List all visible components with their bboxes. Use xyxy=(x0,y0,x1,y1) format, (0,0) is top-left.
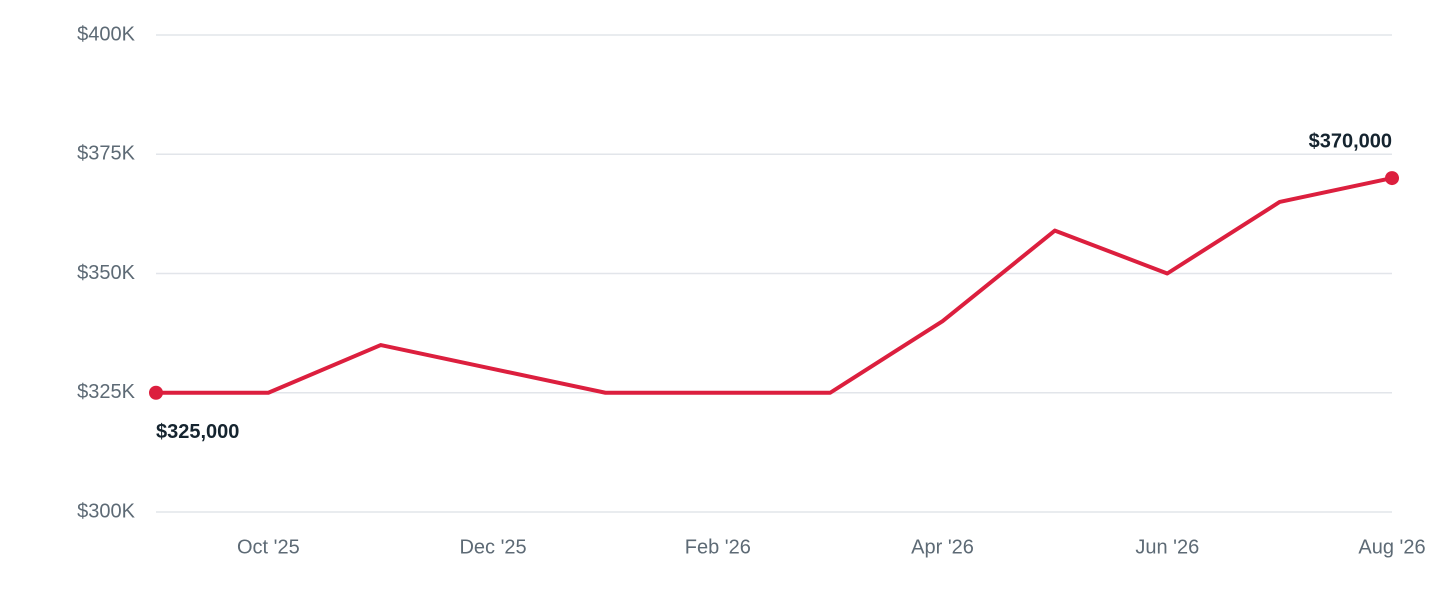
end-point xyxy=(1385,171,1399,186)
x-tick-label: Dec '25 xyxy=(459,536,526,558)
x-tick-label: Aug '26 xyxy=(1358,536,1425,558)
x-tick-label: Oct '25 xyxy=(237,536,300,558)
y-tick-label: $375K xyxy=(77,143,135,165)
y-tick-label: $300K xyxy=(77,500,135,522)
x-tick-label: Jun '26 xyxy=(1135,536,1199,558)
y-tick-label: $400K xyxy=(77,23,135,45)
y-tick-label: $350K xyxy=(77,262,135,284)
end-point xyxy=(149,385,163,400)
value-label: $325,000 xyxy=(156,421,239,443)
x-tick-label: Apr '26 xyxy=(911,536,974,558)
value-label: $370,000 xyxy=(1309,130,1392,152)
x-tick-label: Feb '26 xyxy=(685,536,751,558)
line xyxy=(156,176,1393,395)
y-tick-label: $325K xyxy=(77,381,135,403)
